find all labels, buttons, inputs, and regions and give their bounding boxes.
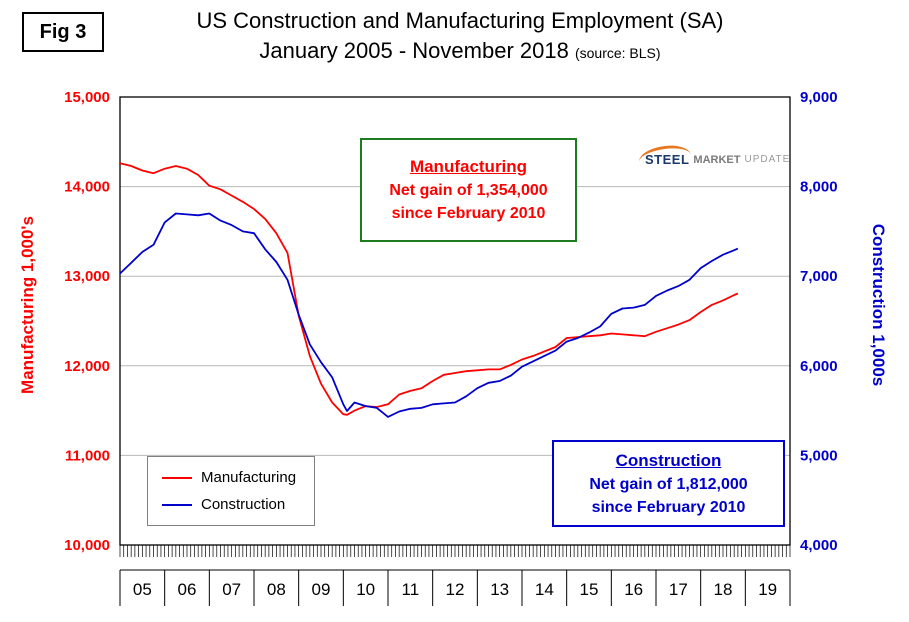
x-axis-year-label: 15 xyxy=(580,580,599,599)
manufacturing-series-line xyxy=(119,162,739,416)
construction-annotation-line2: since February 2010 xyxy=(591,498,746,516)
manufacturing-line-swatch xyxy=(162,476,192,479)
manufacturing-annotation-title: Manufacturing xyxy=(409,157,528,176)
manufacturing-annotation-box: Manufacturing Net gain of 1,354,000 sinc… xyxy=(360,138,577,242)
left-axis-tick-label: 13,000 xyxy=(64,268,110,285)
construction-series-line xyxy=(119,212,739,418)
x-axis-year-label: 13 xyxy=(490,580,509,599)
steel-market-update-logo: STEEL MARKET UPDATE xyxy=(637,142,791,175)
legend-item-construction: Construction xyxy=(162,496,314,513)
legend: Manufacturing Construction xyxy=(147,456,315,526)
x-axis-year-label: 19 xyxy=(758,580,777,599)
logo-market-text: MARKET xyxy=(693,153,741,166)
left-axis-tick-label: 12,000 xyxy=(64,358,110,375)
x-axis-year-label: 18 xyxy=(714,580,733,599)
x-axis-year-label: 10 xyxy=(356,580,375,599)
x-axis-year-label: 12 xyxy=(446,580,465,599)
x-axis-year-label: 07 xyxy=(222,580,241,599)
chart-title-line2: January 2005 - November 2018 (source: BL… xyxy=(110,38,810,64)
construction-annotation-title: Construction xyxy=(615,450,722,470)
chart-title-line1: US Construction and Manufacturing Employ… xyxy=(196,8,724,33)
right-axis-tick-label: 8,000 xyxy=(800,179,838,196)
construction-line-swatch xyxy=(162,503,192,506)
x-axis-year-label: 17 xyxy=(669,580,688,599)
x-axis-year-label: 06 xyxy=(178,580,197,599)
left-axis-tick-label: 10,000 xyxy=(64,537,110,554)
x-axis-year-label: 11 xyxy=(402,580,420,599)
right-axis-tick-label: 9,000 xyxy=(800,89,838,106)
chart-title-daterange: January 2005 - November 2018 xyxy=(259,38,569,63)
right-axis-tick-label: 7,000 xyxy=(800,268,838,285)
manufacturing-annotation-line1: Net gain of 1,354,000 xyxy=(389,182,548,199)
x-axis-year-label: 14 xyxy=(535,580,554,599)
x-axis-year-label: 09 xyxy=(312,580,331,599)
left-axis-tick-label: 15,000 xyxy=(64,89,110,106)
legend-label-manufacturing: Manufacturing xyxy=(201,469,297,486)
left-axis-tick-label: 14,000 xyxy=(64,179,110,196)
construction-annotation-line1: Net gain of 1,812,000 xyxy=(589,475,748,493)
legend-item-manufacturing: Manufacturing xyxy=(162,469,314,486)
logo-steel-text: STEEL xyxy=(637,142,693,175)
chart-source-label: (source: BLS) xyxy=(574,45,661,61)
construction-annotation-box: Construction Net gain of 1,812,000 since… xyxy=(552,440,785,527)
logo-update-text: UPDATE xyxy=(744,154,791,165)
manufacturing-annotation-line2: since February 2010 xyxy=(391,205,546,222)
x-axis-year-label: 05 xyxy=(133,580,152,599)
right-axis-tick-label: 4,000 xyxy=(800,537,838,554)
right-axis-tick-label: 6,000 xyxy=(800,358,838,375)
figure-number-label: Fig 3 xyxy=(22,12,104,52)
right-axis-tick-label: 5,000 xyxy=(800,447,838,464)
x-axis-year-label: 16 xyxy=(624,580,643,599)
legend-label-construction: Construction xyxy=(201,496,286,513)
chart-title: US Construction and Manufacturing Employ… xyxy=(110,8,810,64)
x-axis-year-label: 08 xyxy=(267,580,286,599)
left-axis-tick-label: 11,000 xyxy=(65,447,110,464)
